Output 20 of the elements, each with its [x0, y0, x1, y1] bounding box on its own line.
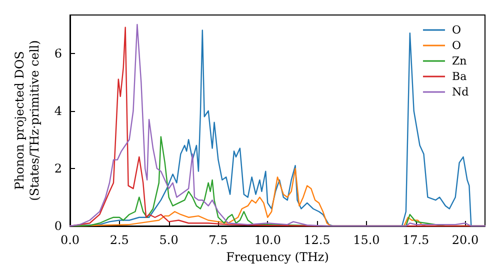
y-tick-label: 4: [54, 104, 62, 118]
x-tick-label: 10.0: [254, 233, 281, 247]
x-tick-label: 12.5: [304, 233, 330, 247]
x-tick-label: 0.0: [60, 233, 80, 247]
x-axis-title: Frequency (THz): [226, 250, 329, 264]
y-tick-label: 2: [54, 161, 62, 176]
y-axis-title: Phonon projected DOS (States/THz·primitive cell): [12, 40, 42, 201]
legend-label: O: [452, 24, 462, 36]
legend-label: Zn: [452, 54, 467, 68]
x-tick-label: 5.0: [159, 233, 178, 247]
y-tick-label: 6: [54, 46, 62, 60]
x-tick-label: 2.5: [110, 233, 129, 247]
y-tick-label: 0: [54, 219, 62, 233]
x-tick-label: 20.0: [452, 233, 479, 247]
x-tick-label: 15.0: [353, 233, 380, 247]
x-tick-label: 17.5: [402, 233, 430, 247]
legend-label: O: [452, 39, 462, 52]
x-tick-label: 7.5: [208, 233, 228, 247]
legend-label: Nd: [452, 86, 469, 98]
legend-label: Ba: [452, 70, 468, 83]
